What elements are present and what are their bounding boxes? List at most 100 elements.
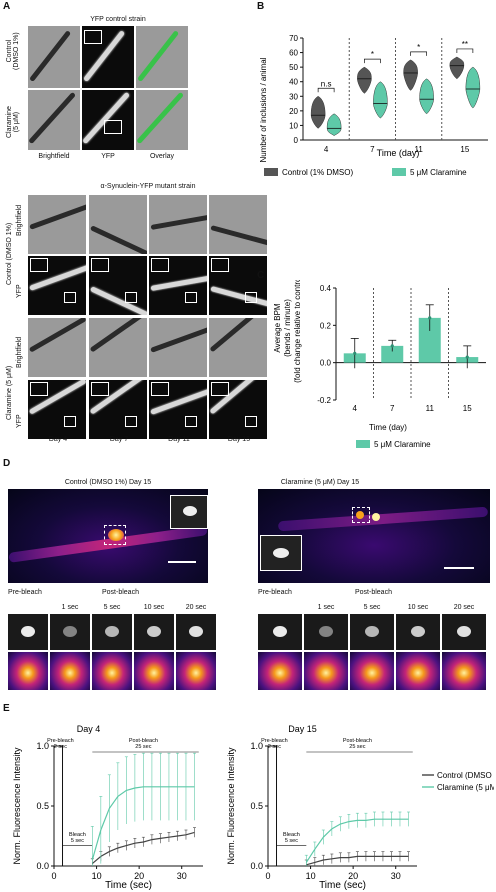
- b-ylabel: Number of inclusions / animal: [259, 57, 268, 162]
- panel-letter-a: A: [3, 1, 11, 12]
- mutant-micrograph: [89, 256, 147, 315]
- mutant-micrograph: [28, 195, 86, 254]
- e-ytick-label: 0.5: [250, 801, 263, 811]
- b-violin: [373, 81, 388, 119]
- mutant-micrograph: [209, 256, 267, 315]
- frap-gray-frame: [8, 614, 48, 650]
- row-label-control: Control (DMSO 1%): [6, 32, 20, 70]
- frap-time-label: 10 sec: [407, 604, 429, 611]
- c-ylabel-1: Average BPM: [273, 303, 282, 353]
- mutant-micrograph: [28, 318, 86, 377]
- panel-letter-b: B: [257, 1, 265, 12]
- c-xtick-label: 7: [390, 404, 395, 413]
- mutant-row-yfp-2: YFP: [16, 414, 23, 428]
- frap-gray-frame: [50, 614, 90, 650]
- frap-gray-frame: [258, 614, 302, 650]
- c-point: [428, 316, 432, 320]
- e-xlabel: Time (sec): [105, 880, 152, 891]
- frap-gray-frame: [396, 614, 440, 650]
- frap-heat-frame: [134, 652, 174, 690]
- col-label-brightfield: Brightfield: [38, 153, 70, 160]
- mutant-micrograph: [28, 380, 86, 439]
- frap-gray-frame: [350, 614, 394, 650]
- b-sig-bracket: [456, 48, 474, 53]
- frap-time-label: 10 sec: [143, 604, 165, 611]
- c-bar: [381, 345, 404, 363]
- b-legend-swatch-claramine: [392, 168, 406, 176]
- b-legend-control: Control (1% DMSO): [282, 168, 353, 177]
- e-ylabel: Norm. Fluorescence Intensity: [12, 747, 22, 865]
- c-ytick-label: 0.0: [320, 359, 332, 368]
- d-left-heatmap: [8, 489, 208, 583]
- c-legend-swatch: [356, 440, 370, 448]
- e-postbleach-label: Post-bleach: [129, 738, 158, 744]
- e-prebleach-label: Pre-bleach: [47, 738, 74, 744]
- frap-heat-frame: [8, 652, 48, 690]
- frap-heat-frame: [258, 652, 302, 690]
- e-ytick-label: 0.0: [250, 861, 263, 871]
- e-bleach-value: 5 sec: [71, 838, 84, 844]
- frap-gray-frame: [176, 614, 216, 650]
- b-xtick-label: 4: [324, 145, 329, 154]
- mutant-micrograph: [149, 195, 207, 254]
- c-xtick-label: 15: [463, 404, 472, 413]
- day-label-11: Day 11: [168, 436, 190, 443]
- b-violin: [357, 66, 372, 94]
- e-title: Day 15: [288, 724, 317, 734]
- mutant-group-control: Control (DMSO 1%): [6, 222, 13, 285]
- e-prebleach-trace: [268, 745, 307, 867]
- frap-heat-frame: [304, 652, 348, 690]
- b-ytick-label: 10: [289, 121, 298, 130]
- e-ytick-label: 0.5: [36, 801, 49, 811]
- e-legend-label: Control (DMSO 1%): [437, 771, 494, 780]
- e-legend-label: Claramine (5 μM): [437, 783, 494, 792]
- b-sig-bracket: [364, 58, 381, 64]
- b-ytick-label: 40: [289, 78, 298, 87]
- e-xtick-label: 30: [177, 871, 187, 881]
- b-legend-swatch-control: [264, 168, 278, 176]
- mutant-micrograph: [28, 256, 86, 315]
- micro-bf-claramine: [28, 90, 80, 150]
- e-xtick-label: 20: [348, 871, 358, 881]
- e-postbleach-value: 25 sec: [349, 744, 365, 750]
- b-violin: [310, 95, 326, 129]
- e-xtick-label: 10: [92, 871, 102, 881]
- micro-yfp-control: [82, 26, 134, 88]
- panel-letter-d: D: [3, 458, 11, 469]
- c-legend: 5 μM Claramine: [374, 440, 431, 449]
- e-bleach-label: Bleach: [283, 832, 300, 838]
- mutant-micrograph: [209, 380, 267, 439]
- c-ytick-label: -0.2: [317, 396, 331, 405]
- bpm-bar-chart: Average BPM (bends / minute) (fold chang…: [273, 280, 486, 449]
- c-ytick-label: 0.4: [320, 284, 332, 293]
- panel-letter-e: E: [3, 703, 10, 714]
- mutant-micrograph: [149, 318, 207, 377]
- e-prebleach-label: Pre-bleach: [261, 738, 288, 744]
- frap-chart-day15: Day 15 Norm. Fluorescence Intensity Time (…: [226, 724, 494, 891]
- frap-time-label: 20 sec: [185, 604, 207, 611]
- b-ytick-label: 0: [294, 136, 299, 145]
- e-bleach-label: Bleach: [69, 832, 86, 838]
- b-ytick-label: 30: [289, 92, 298, 101]
- b-violin: [419, 78, 434, 115]
- col-label-yfp: YFP: [101, 153, 115, 160]
- micro-overlay-control: [136, 26, 188, 88]
- yfp-control-title: YFP control strain: [90, 16, 146, 23]
- b-violin: [403, 59, 418, 91]
- e-xtick-label: 10: [306, 871, 316, 881]
- frap-time-label: 20 sec: [453, 604, 475, 611]
- b-violin: [449, 56, 465, 80]
- micro-bf-control: [28, 26, 80, 88]
- d-left-title: Control (DMSO 1%) Day 15: [64, 479, 152, 486]
- e-ylabel: Norm. Fluorescence Intensity: [226, 747, 236, 865]
- d-right-heatmap: [258, 489, 490, 583]
- panel-letter-c: C: [257, 270, 265, 281]
- frap-time-label: 1 sec: [61, 604, 79, 611]
- e-postbleach-value: 25 sec: [135, 744, 151, 750]
- col-label-overlay: Overlay: [149, 153, 175, 160]
- c-ylabel-3: (fold change relative to control): [293, 280, 302, 383]
- mutant-micrograph: [209, 195, 267, 254]
- d-right-prebleach: Pre-bleach: [258, 589, 292, 596]
- c-xtick-label: 11: [426, 404, 435, 413]
- mutant-micrograph: [149, 256, 207, 315]
